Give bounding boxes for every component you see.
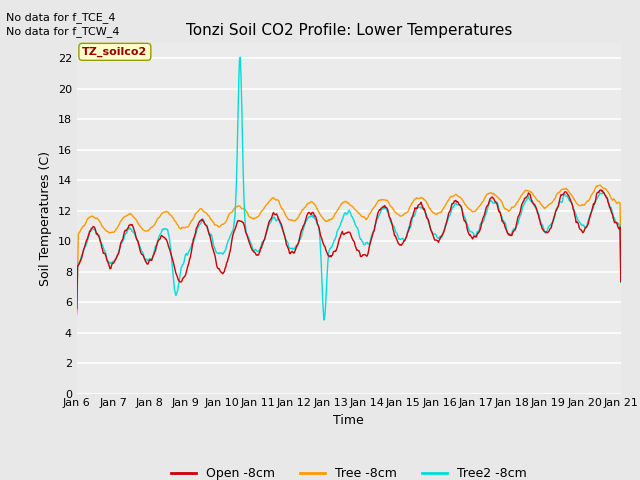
- Text: TZ_soilco2: TZ_soilco2: [82, 47, 147, 57]
- X-axis label: Time: Time: [333, 414, 364, 427]
- Legend: Open -8cm, Tree -8cm, Tree2 -8cm: Open -8cm, Tree -8cm, Tree2 -8cm: [166, 462, 532, 480]
- Y-axis label: Soil Temperatures (C): Soil Temperatures (C): [39, 151, 52, 286]
- Text: No data for f_TCW_4: No data for f_TCW_4: [6, 26, 120, 37]
- Title: Tonzi Soil CO2 Profile: Lower Temperatures: Tonzi Soil CO2 Profile: Lower Temperatur…: [186, 23, 512, 38]
- Text: No data for f_TCE_4: No data for f_TCE_4: [6, 12, 116, 23]
